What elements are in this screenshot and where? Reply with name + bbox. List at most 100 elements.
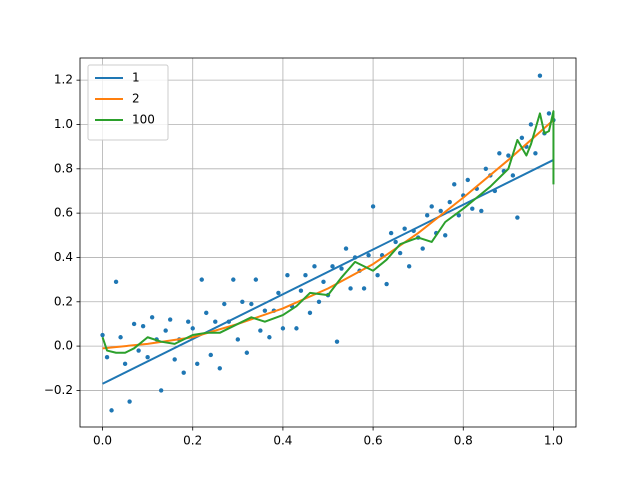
scatter-point — [506, 153, 511, 158]
scatter-point — [497, 151, 502, 156]
scatter-point — [109, 408, 114, 413]
x-tick-label: 0.6 — [364, 434, 383, 448]
axes-frame — [79, 57, 577, 428]
scatter-point — [470, 206, 475, 211]
scatter-point — [298, 288, 304, 293]
scatter-point — [397, 250, 403, 256]
scatter-point — [195, 361, 200, 367]
scatter-point — [172, 357, 177, 362]
scatter-point — [456, 213, 461, 218]
x-tick-label: 0.0 — [93, 434, 112, 448]
scatter-point — [280, 326, 286, 331]
grid — [80, 58, 576, 427]
x-tick-label: 0.4 — [273, 434, 292, 448]
scatter-point — [388, 230, 394, 236]
scatter-point — [483, 166, 489, 172]
legend-box — [87, 64, 169, 141]
legend-label: 100 — [132, 113, 155, 127]
y-tick-label: 1.2 — [54, 73, 73, 87]
plot-area — [100, 73, 556, 413]
scatter-point — [465, 177, 470, 183]
scatter-point — [519, 135, 525, 140]
scatter-point — [339, 266, 344, 271]
scatter-point — [402, 226, 407, 231]
ticks: 0.0 0.2 0.4 0.6 0.8 1.0 −0.2 0.0 0.2 0.4 0.6 0.8 1.0… — [44, 73, 563, 448]
scatter-point — [285, 272, 290, 278]
scatter-point — [348, 286, 353, 291]
scatter-point — [546, 111, 552, 116]
scatter-point — [235, 337, 241, 342]
scatter-point — [443, 233, 448, 238]
scatter-point — [181, 370, 186, 375]
scatter-point — [307, 310, 313, 316]
scatter-point — [334, 339, 340, 344]
scatter-point — [244, 350, 250, 355]
scatter-point — [186, 319, 191, 324]
scatter-point — [528, 122, 534, 127]
scatter-point — [122, 361, 128, 367]
scatter-point — [479, 208, 484, 214]
scatter-point — [384, 281, 389, 287]
scatter-point — [294, 326, 299, 331]
scatter-point — [158, 388, 164, 393]
scatter-point — [343, 246, 349, 251]
scatter-point — [167, 317, 173, 322]
scatter-point — [393, 239, 398, 245]
scatter-point — [366, 253, 371, 258]
scatter-point — [253, 277, 259, 282]
scatter-point — [510, 173, 516, 178]
x-tick-label: 0.8 — [454, 434, 473, 448]
scatter-point — [100, 332, 105, 338]
scatter-point — [420, 246, 425, 251]
scatter-point — [406, 264, 412, 269]
y-tick-label: 0.0 — [54, 339, 73, 353]
y-tick-label: −0.2 — [44, 383, 73, 397]
y-tick-label: 0.2 — [54, 294, 73, 308]
scatter-point — [204, 310, 209, 316]
scatter-point — [330, 264, 335, 269]
scatter-point — [136, 348, 141, 353]
y-tick-label: 1.0 — [54, 117, 73, 131]
scatter-point — [452, 182, 457, 187]
scatter-point — [370, 204, 376, 209]
line-series — [102, 119, 555, 350]
scatter-point — [113, 279, 119, 285]
scatter-point — [208, 352, 213, 358]
line-series — [101, 110, 555, 354]
scatter-point — [537, 73, 543, 78]
scatter-point — [222, 301, 227, 307]
y-tick-label: 0.4 — [54, 250, 73, 264]
scatter-point — [276, 290, 281, 296]
scatter-point — [249, 301, 254, 307]
scatter-point — [131, 321, 137, 327]
scatter-point — [267, 335, 272, 340]
scatter-point — [375, 272, 380, 278]
scatter-point — [213, 319, 218, 324]
scatter-point — [149, 315, 155, 320]
scatter-point — [438, 208, 443, 214]
scatter-point — [190, 326, 195, 331]
scatter-point — [240, 299, 245, 304]
scatter-point — [145, 354, 150, 360]
y-tick-label: 0.6 — [54, 206, 73, 220]
scatter-point — [127, 399, 132, 404]
legend-label: 1 — [132, 71, 140, 85]
x-tick-label: 1.0 — [544, 434, 563, 448]
scatter-point — [163, 328, 168, 333]
scatter-point — [199, 277, 204, 282]
scatter-point — [316, 299, 322, 304]
scatter-point — [217, 366, 222, 371]
y-tick-label: 0.8 — [54, 161, 73, 175]
legend-label: 2 — [132, 92, 140, 106]
scatter-point — [140, 323, 146, 329]
scatter-point — [303, 272, 308, 278]
scatter-point — [429, 204, 434, 209]
scatter-point — [231, 277, 236, 282]
x-tick-label: 0.2 — [183, 434, 202, 448]
scatter-point — [321, 279, 326, 285]
scatter-point — [533, 151, 538, 156]
scatter-point — [515, 215, 520, 220]
scatter-point — [258, 328, 263, 333]
scatter-point — [312, 264, 317, 269]
